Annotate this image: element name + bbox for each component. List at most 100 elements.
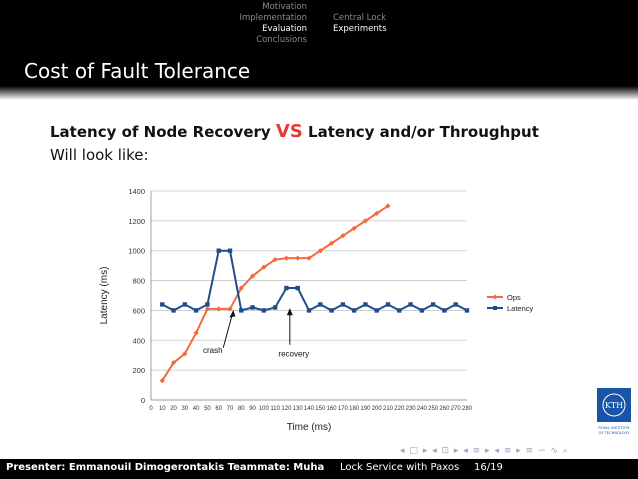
data-point-latency	[160, 302, 165, 307]
x-tick-label: 20	[170, 406, 177, 412]
y-tick-label: 600	[132, 306, 145, 315]
data-point-latency	[205, 302, 210, 307]
data-point-ops	[295, 255, 301, 261]
beamer-navigation-icons[interactable]: ◂ □ ▸ ◂ ⊡ ▸ ◂ ≡ ▸ ◂ ≡ ▸ ≡ ∽ ∿ ⌕	[400, 446, 569, 456]
data-point-latency	[408, 302, 413, 307]
nav-subsection-central-lock[interactable]: Central Lock	[333, 13, 387, 23]
x-tick-label: 250	[428, 406, 439, 412]
data-point-ops	[385, 203, 391, 209]
y-axis-label: Latency (ms)	[99, 267, 110, 325]
x-tick-label: 210	[383, 406, 394, 412]
data-point-latency	[284, 285, 289, 291]
data-point-latency	[250, 305, 255, 310]
x-tick-label: 50	[204, 406, 211, 412]
x-tick-label: 150	[315, 406, 326, 412]
frame-title-bar: Cost of Fault Tolerance	[0, 46, 638, 86]
title-shadow	[0, 86, 638, 100]
data-point-ops	[216, 306, 222, 312]
section-list-left: Motivation Implementation Evaluation Con…	[0, 2, 308, 46]
crash-arrowhead	[229, 310, 236, 318]
x-tick-label: 280	[462, 406, 473, 412]
data-point-latency	[453, 302, 458, 307]
x-tick-label: 200	[372, 406, 383, 412]
y-tick-label: 400	[132, 336, 145, 345]
footer-bar: Presenter: Emmanouil Dimogerontakis Team…	[0, 459, 638, 479]
x-tick-label: 140	[304, 406, 315, 412]
slide-heading: Latency of Node Recovery VS Latency and/…	[50, 121, 539, 142]
legend-label-latency: Latency	[507, 304, 534, 313]
nav-subsection-experiments[interactable]: Experiments	[333, 24, 387, 34]
data-point-latency	[295, 285, 300, 291]
x-tick-label: 170	[338, 406, 349, 412]
x-tick-label: 240	[417, 406, 428, 412]
y-tick-label: 0	[141, 396, 145, 405]
data-point-latency	[227, 248, 233, 253]
section-list-right: Central Lock Experiments	[333, 13, 387, 35]
x-tick-label: 220	[394, 406, 405, 412]
heading-left: Latency of Node Recovery	[50, 123, 276, 141]
nav-section-implementation[interactable]: Implementation	[239, 13, 308, 23]
x-tick-label: 60	[215, 406, 222, 412]
x-tick-label: 40	[193, 406, 200, 412]
y-tick-label: 800	[132, 277, 145, 286]
x-tick-label: 90	[249, 406, 256, 412]
y-tick-label: 200	[132, 366, 145, 375]
data-point-latency	[329, 308, 334, 313]
recovery-arrowhead	[286, 308, 293, 316]
legend-marker	[492, 294, 498, 300]
y-tick-label: 1400	[128, 187, 145, 196]
data-point-ops	[317, 248, 323, 254]
data-point-latency	[419, 308, 425, 313]
x-tick-label: 80	[238, 406, 245, 412]
data-point-latency	[182, 302, 188, 307]
annotation-crash: crash	[203, 346, 223, 355]
series-line-ops	[161, 205, 389, 382]
data-point-latency	[351, 308, 357, 313]
x-tick-label: 0	[149, 406, 153, 412]
data-point-ops	[362, 218, 369, 224]
data-point-latency	[340, 302, 346, 307]
x-tick-label: 230	[406, 406, 417, 412]
data-point-latency	[442, 308, 447, 313]
data-point-ops	[182, 351, 188, 357]
heading-vs: VS	[275, 121, 303, 142]
y-tick-label: 1200	[128, 217, 145, 226]
data-point-latency	[306, 308, 312, 313]
slide-subtext: Will look like:	[50, 146, 149, 164]
nav-section-evaluation[interactable]: Evaluation	[262, 24, 307, 34]
x-axis-label: Time (ms)	[287, 422, 332, 433]
data-point-ops	[374, 210, 380, 216]
x-tick-label: 180	[349, 406, 360, 412]
kth-logo-sub2: OF TECHNOLOGY	[599, 431, 631, 435]
x-tick-label: 270	[451, 406, 462, 412]
data-point-ops	[351, 225, 357, 231]
kth-logo: KTH ROYAL INSTITUTE OF TECHNOLOGY	[597, 388, 631, 435]
data-point-latency	[374, 308, 379, 313]
x-tick-label: 70	[227, 406, 234, 412]
data-point-latency	[272, 305, 278, 310]
data-point-latency	[216, 248, 221, 253]
footer-talk-title: Lock Service with Paxos	[340, 462, 460, 473]
section-navigation-bar: Motivation Implementation Evaluation Con…	[0, 0, 638, 46]
x-tick-label: 110	[270, 406, 280, 412]
data-point-ops	[306, 255, 312, 261]
x-tick-label: 10	[159, 406, 166, 412]
x-tick-label: 100	[259, 406, 270, 412]
nav-section-conclusions[interactable]: Conclusions	[256, 35, 307, 45]
data-point-latency	[397, 308, 402, 313]
data-point-latency	[318, 302, 323, 307]
series-line-latency	[161, 249, 468, 312]
slide-title: Cost of Fault Tolerance	[24, 59, 251, 83]
data-point-latency	[261, 308, 267, 313]
kth-logo-sub1: ROYAL INSTITUTE	[598, 426, 630, 430]
nav-section-motivation[interactable]: Motivation	[262, 2, 307, 12]
x-tick-label: 30	[182, 406, 189, 412]
data-point-ops	[283, 255, 290, 261]
footer-page-number: 16/19	[474, 462, 503, 473]
x-tick-label: 120	[281, 406, 292, 412]
data-point-latency	[464, 308, 470, 313]
heading-right: Latency and/or Throughput	[302, 123, 539, 141]
y-tick-label: 1000	[128, 247, 145, 256]
latency-chart: 0 200 400 600 800 1000 1200 1400 0 10 20 30 40 50 60 70…	[99, 187, 534, 433]
annotation-recovery: recovery	[278, 350, 309, 359]
